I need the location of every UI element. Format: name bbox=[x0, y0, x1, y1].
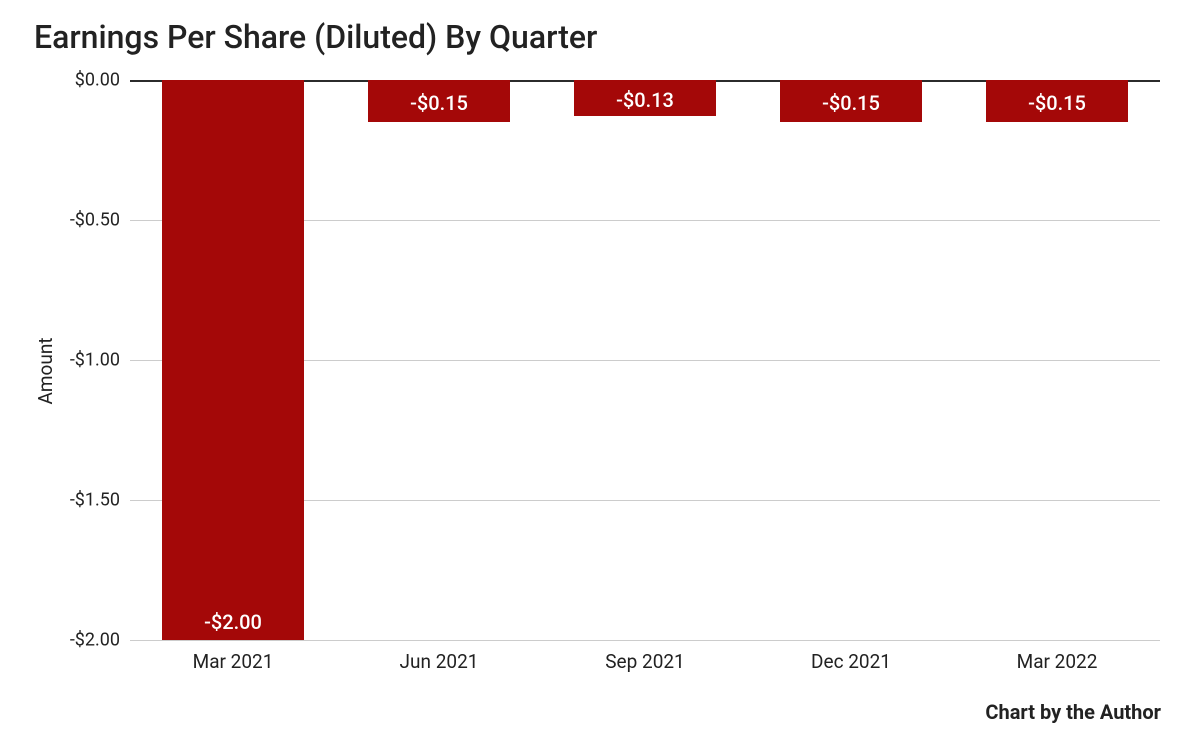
y-tick-label: -$1.50 bbox=[70, 490, 120, 511]
bar-group: -$0.15 bbox=[780, 80, 922, 640]
x-tick-label: Jun 2021 bbox=[400, 650, 479, 673]
bar-group: -$2.00 bbox=[162, 80, 304, 640]
bars-layer: -$2.00 -$0.15 -$0.13 -$0.15 -$0.15 bbox=[130, 80, 1160, 640]
bar bbox=[162, 80, 304, 640]
bar-value-label: -$0.13 bbox=[574, 88, 716, 112]
plot-area: $0.00-$0.50-$1.00-$1.50-$2.00 -$2.00-$0.… bbox=[130, 80, 1160, 640]
bar-value-label: -$0.15 bbox=[780, 91, 922, 115]
chart-attribution: Chart by the Author bbox=[985, 700, 1161, 724]
bar-value-label: -$2.00 bbox=[162, 610, 304, 634]
x-tick-label: Mar 2021 bbox=[193, 650, 274, 673]
y-tick-label: -$1.00 bbox=[70, 350, 120, 371]
y-tick-label: $0.00 bbox=[75, 70, 120, 91]
x-tick-label: Sep 2021 bbox=[605, 650, 684, 673]
y-axis-title: Amount bbox=[34, 337, 57, 404]
bar-value-label: -$0.15 bbox=[986, 91, 1128, 115]
chart-container: Earnings Per Share (Diluted) By Quarter … bbox=[0, 0, 1199, 742]
bar-group: -$0.15 bbox=[368, 80, 510, 640]
y-tick-label: -$2.00 bbox=[70, 630, 120, 651]
bar-group: -$0.15 bbox=[986, 80, 1128, 640]
y-tick-label: -$0.50 bbox=[70, 210, 120, 231]
x-tick-label: Dec 2021 bbox=[811, 650, 891, 673]
bar-value-label: -$0.15 bbox=[368, 91, 510, 115]
gridline bbox=[130, 640, 1160, 641]
x-tick-label: Mar 2022 bbox=[1017, 650, 1098, 673]
chart-title: Earnings Per Share (Diluted) By Quarter bbox=[34, 18, 597, 56]
bar-group: -$0.13 bbox=[574, 80, 716, 640]
